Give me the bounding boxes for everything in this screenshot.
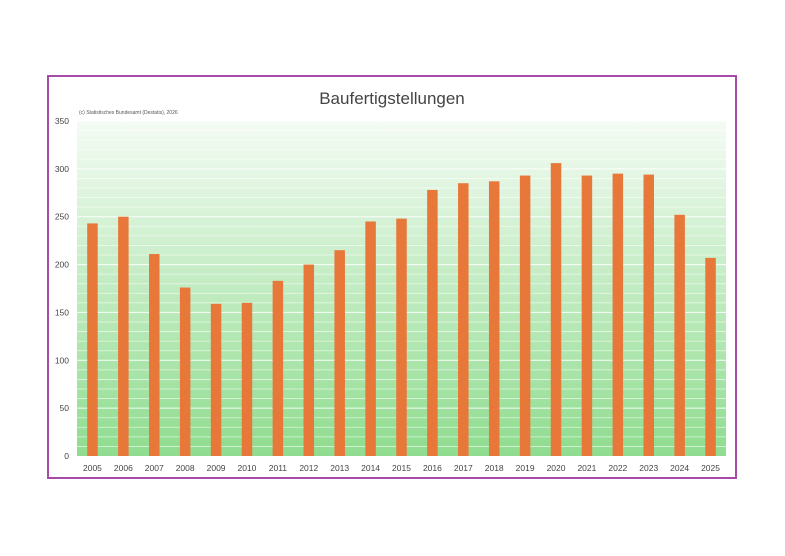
x-tick-label: 2009	[207, 463, 226, 473]
bar	[581, 175, 593, 457]
x-tick-label: 2007	[145, 463, 164, 473]
bar	[87, 223, 98, 456]
x-tick-label: 2015	[392, 463, 411, 473]
x-tick-label: 2017	[454, 463, 473, 473]
bars	[87, 163, 716, 457]
x-tick-label: 2010	[238, 463, 257, 473]
bar	[179, 287, 191, 456]
bar	[303, 264, 315, 456]
bar	[396, 218, 407, 456]
bar	[272, 280, 284, 456]
bar	[643, 174, 654, 456]
source-note: (c) Statistisches Bundesamt (Destatis), …	[79, 110, 178, 116]
x-tick-label: 2008	[176, 463, 195, 473]
y-tick-label: 250	[55, 212, 69, 222]
x-tick-label: 2018	[485, 463, 504, 473]
x-tick-label: 2024	[670, 463, 689, 473]
bar	[550, 163, 562, 456]
x-tick-label: 2013	[330, 463, 349, 473]
x-tick-label: 2016	[423, 463, 442, 473]
x-tick-label: 2006	[114, 463, 133, 473]
x-axis-ticks: 2005 2006 2007 2008 2009 2010 2011 2012 2013 2014…	[83, 463, 720, 473]
bar	[674, 214, 685, 456]
y-tick-label: 350	[55, 116, 69, 126]
y-tick-label: 200	[55, 260, 69, 270]
bar	[458, 183, 469, 456]
y-tick-label: 300	[55, 164, 69, 174]
x-tick-label: 2011	[269, 463, 288, 473]
y-tick-label: 150	[55, 307, 69, 317]
bar	[705, 257, 716, 456]
x-tick-label: 2012	[299, 463, 318, 473]
y-tick-label: 0	[64, 451, 69, 461]
chart-title: Baufertigstellungen	[319, 89, 465, 108]
x-tick-label: 2021	[577, 463, 596, 473]
x-tick-label: 2005	[83, 463, 102, 473]
y-tick-label: 50	[60, 403, 70, 413]
x-tick-label: 2022	[608, 463, 627, 473]
y-tick-label: 100	[55, 355, 69, 365]
bar	[519, 175, 531, 457]
bar	[427, 189, 438, 456]
x-tick-label: 2014	[361, 463, 380, 473]
bar	[149, 254, 160, 456]
bar	[612, 173, 624, 456]
bar	[210, 303, 222, 456]
bar	[365, 221, 376, 456]
y-axis-ticks: 0 50 100 150 200 250 300 350	[55, 116, 69, 461]
x-tick-label: 2025	[701, 463, 720, 473]
x-tick-label: 2019	[516, 463, 535, 473]
bar	[488, 181, 500, 457]
bar	[334, 250, 345, 456]
bar	[241, 302, 253, 456]
x-tick-label: 2023	[639, 463, 658, 473]
bar	[118, 216, 129, 456]
x-tick-label: 2020	[547, 463, 566, 473]
